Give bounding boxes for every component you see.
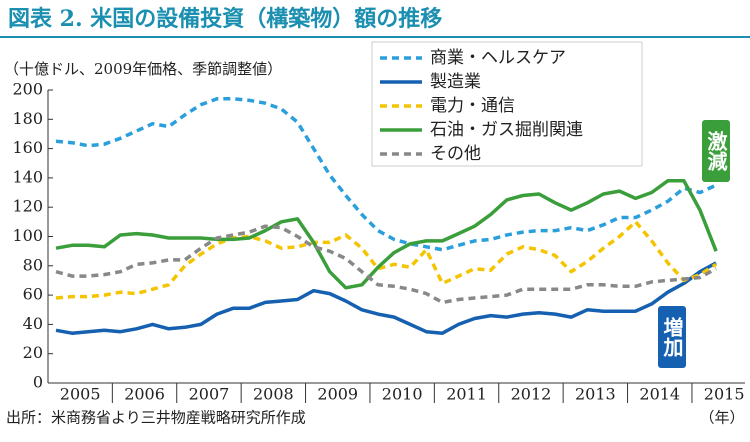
legend-label: 商業・ヘルスケア	[430, 48, 566, 68]
series-line	[55, 97, 717, 252]
y-tick-label: 200	[12, 80, 43, 99]
y-tick-label: 120	[12, 197, 43, 216]
x-unit-label: （年）	[699, 409, 744, 427]
y-tick-label: 20	[23, 343, 43, 362]
annotation: 激減	[704, 130, 728, 172]
y-tick-label: 160	[12, 138, 43, 157]
x-tick-label: 2008	[253, 385, 294, 404]
legend-label: その他	[430, 144, 481, 164]
x-tick-label: 2014	[639, 385, 680, 404]
annotation-box	[658, 306, 686, 368]
x-tick-label: 2012	[511, 385, 552, 404]
legend-label: 電力・通信	[430, 96, 515, 116]
x-tick-label: 2011	[446, 385, 487, 404]
x-tick-label: 2005	[60, 385, 101, 404]
x-tick-label: 2009	[317, 385, 358, 404]
chart-title: 図表 2. 米国の設備投資（構築物）額の推移	[8, 6, 442, 32]
series-line	[55, 220, 718, 300]
y-tick-label: 80	[23, 255, 43, 274]
legend-label: 製造業	[430, 72, 481, 92]
x-tick-label: 2007	[189, 385, 230, 404]
y-tick-label: 180	[12, 109, 43, 128]
y-tick-label: 140	[12, 167, 43, 186]
y-tick-label: 40	[23, 314, 43, 333]
series-line	[55, 261, 717, 335]
legend-box	[371, 41, 643, 167]
x-tick-label: 2006	[124, 385, 165, 404]
x-tick-label: 2015	[704, 385, 745, 404]
annotation: 増加	[660, 316, 684, 358]
subtitle: （十億ドル、2009年価格、季節調整値）	[4, 60, 282, 78]
y-tick-label: 0	[33, 373, 43, 392]
y-tick-label: 100	[12, 226, 43, 245]
source: 出所：米商務省より三井物産戦略研究所作成	[6, 409, 306, 427]
y-tick-label: 60	[23, 285, 43, 304]
annotation-box	[702, 120, 730, 182]
legend-label: 石油・ガス掘削関連	[430, 120, 583, 140]
x-tick-label: 2013	[575, 385, 616, 404]
x-tick-label: 2010	[382, 385, 423, 404]
series-line	[55, 224, 717, 305]
series-line	[55, 179, 718, 290]
